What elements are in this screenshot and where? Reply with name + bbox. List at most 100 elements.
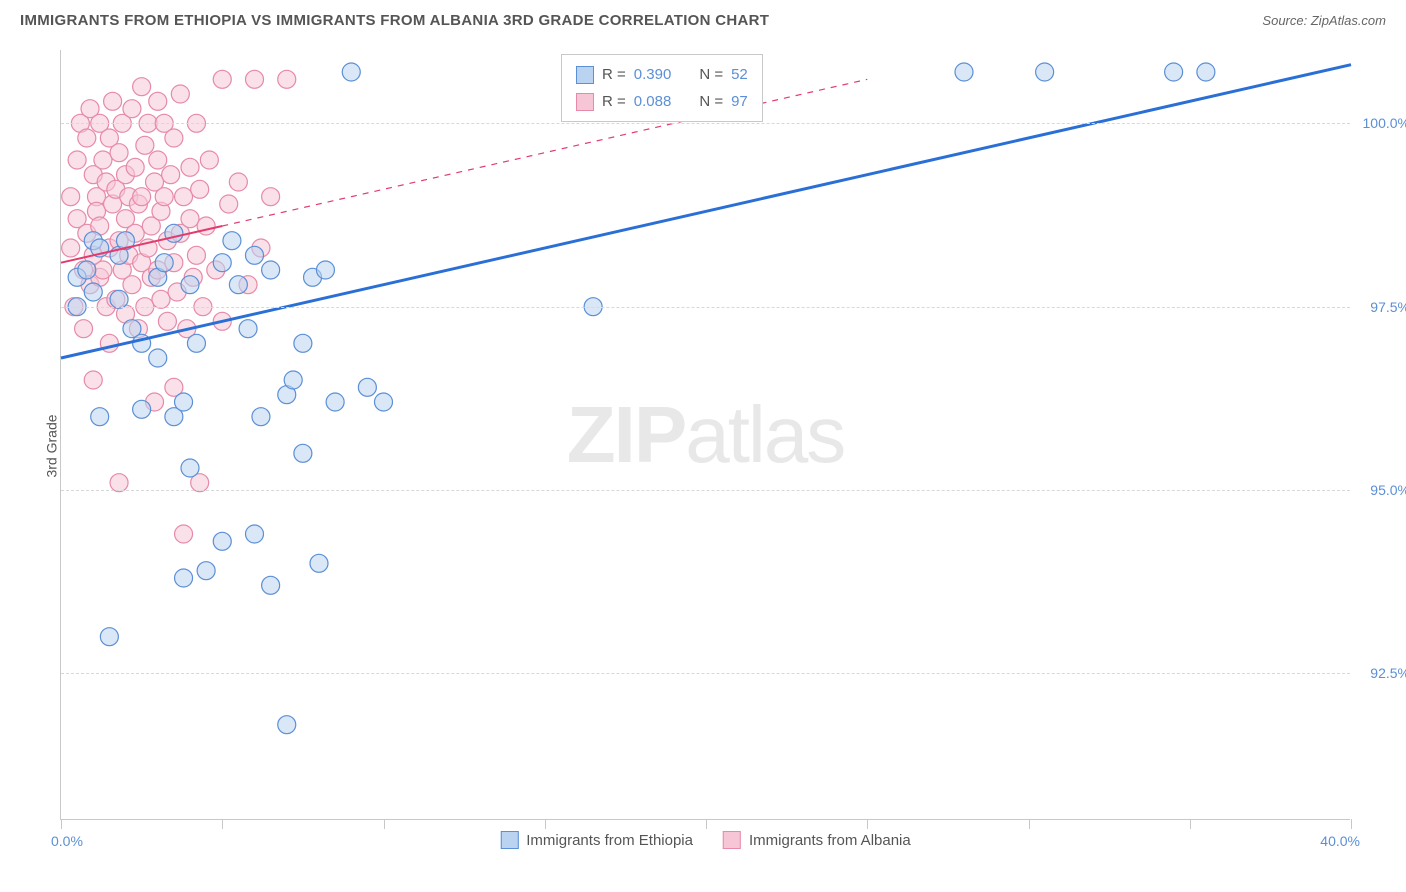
stats-row-ethiopia: R = 0.390 N = 52 — [576, 61, 748, 88]
swatch-albania-icon — [723, 831, 741, 849]
data-point — [246, 70, 264, 88]
series-legend: Immigrants from Ethiopia Immigrants from… — [500, 831, 910, 849]
x-max-label: 40.0% — [1320, 833, 1360, 849]
data-point — [181, 210, 199, 228]
data-point — [123, 276, 141, 294]
data-point — [110, 290, 128, 308]
data-point — [78, 129, 96, 147]
data-point — [246, 525, 264, 543]
data-point — [213, 254, 231, 272]
chart-title: IMMIGRANTS FROM ETHIOPIA VS IMMIGRANTS F… — [20, 12, 769, 29]
legend-item-albania: Immigrants from Albania — [723, 831, 911, 849]
gridline — [61, 490, 1350, 491]
x-tick — [384, 819, 385, 829]
header-bar: IMMIGRANTS FROM ETHIOPIA VS IMMIGRANTS F… — [0, 0, 1406, 37]
data-point — [294, 444, 312, 462]
data-point — [152, 290, 170, 308]
data-point — [1197, 63, 1215, 81]
data-point — [284, 371, 302, 389]
gridline — [61, 673, 1350, 674]
swatch-albania — [576, 93, 594, 111]
data-point — [1036, 63, 1054, 81]
x-tick — [1351, 819, 1352, 829]
n-label-eth: N = — [699, 61, 723, 88]
data-point — [246, 246, 264, 264]
source-attribution: Source: ZipAtlas.com — [1262, 13, 1386, 28]
data-point — [239, 320, 257, 338]
data-point — [310, 554, 328, 572]
x-tick — [706, 819, 707, 829]
chart-plot-area: ZIPatlas R = 0.390 N = 52 R = 0.088 N = … — [60, 50, 1350, 820]
data-point — [91, 408, 109, 426]
gridline — [61, 307, 1350, 308]
data-point — [213, 70, 231, 88]
data-point — [175, 525, 193, 543]
x-min-label: 0.0% — [51, 833, 83, 849]
data-point — [262, 188, 280, 206]
data-point — [229, 173, 247, 191]
x-tick — [1029, 819, 1030, 829]
n-label-alb: N = — [699, 88, 723, 115]
data-point — [68, 151, 86, 169]
data-point — [158, 312, 176, 330]
data-point — [181, 158, 199, 176]
data-point — [262, 576, 280, 594]
source-value: ZipAtlas.com — [1311, 13, 1386, 28]
data-point — [100, 628, 118, 646]
y-tick-label: 92.5% — [1370, 665, 1406, 681]
data-point — [110, 144, 128, 162]
gridline — [61, 123, 1350, 124]
legend-item-ethiopia: Immigrants from Ethiopia — [500, 831, 693, 849]
data-point — [262, 261, 280, 279]
y-axis-title: 3rd Grade — [44, 414, 60, 477]
data-point — [84, 283, 102, 301]
data-point — [78, 261, 96, 279]
data-point — [136, 136, 154, 154]
data-point — [133, 188, 151, 206]
data-point — [155, 254, 173, 272]
data-point — [171, 85, 189, 103]
data-point — [62, 239, 80, 257]
data-point — [375, 393, 393, 411]
data-point — [165, 224, 183, 242]
data-point — [316, 261, 334, 279]
trend-line-dashed — [222, 79, 867, 226]
data-point — [162, 166, 180, 184]
data-point — [149, 151, 167, 169]
stats-row-albania: R = 0.088 N = 97 — [576, 88, 748, 115]
scatter-svg — [61, 50, 1350, 819]
data-point — [278, 70, 296, 88]
data-point — [175, 569, 193, 587]
data-point — [104, 92, 122, 110]
r-label-eth: R = — [602, 61, 626, 88]
r-value-alb: 0.088 — [634, 88, 672, 115]
x-tick — [867, 819, 868, 829]
data-point — [358, 378, 376, 396]
data-point — [187, 246, 205, 264]
data-point — [75, 320, 93, 338]
data-point — [133, 400, 151, 418]
r-label-alb: R = — [602, 88, 626, 115]
data-point — [110, 474, 128, 492]
data-point — [175, 188, 193, 206]
data-point — [181, 276, 199, 294]
data-point — [229, 276, 247, 294]
y-tick-label: 95.0% — [1370, 482, 1406, 498]
stats-legend: R = 0.390 N = 52 R = 0.088 N = 97 — [561, 54, 763, 122]
data-point — [191, 180, 209, 198]
data-point — [342, 63, 360, 81]
n-value-alb: 97 — [731, 88, 748, 115]
data-point — [133, 78, 151, 96]
data-point — [94, 151, 112, 169]
legend-label-ethiopia: Immigrants from Ethiopia — [526, 832, 693, 849]
data-point — [94, 261, 112, 279]
data-point — [200, 151, 218, 169]
data-point — [252, 408, 270, 426]
data-point — [326, 393, 344, 411]
data-point — [149, 349, 167, 367]
data-point — [220, 195, 238, 213]
data-point — [955, 63, 973, 81]
data-point — [197, 562, 215, 580]
r-value-eth: 0.390 — [634, 61, 672, 88]
data-point — [223, 232, 241, 250]
